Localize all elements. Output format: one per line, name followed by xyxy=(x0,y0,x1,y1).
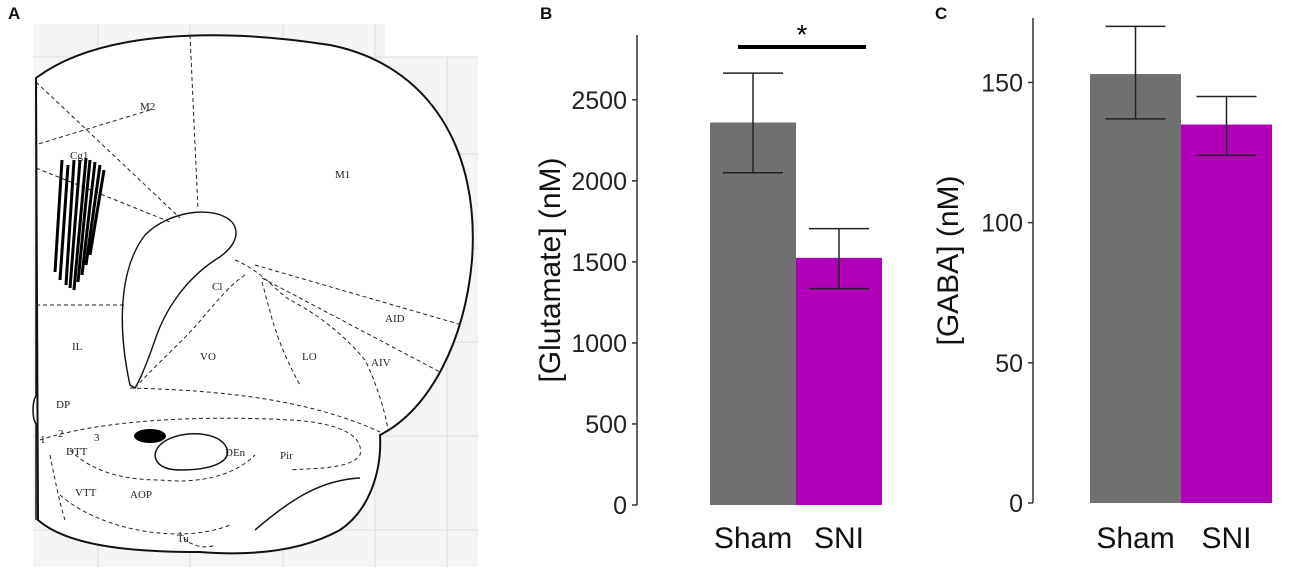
gaba-error-bar-sham xyxy=(1105,25,1166,120)
gaba-category-label-sni: SNI xyxy=(1201,522,1251,555)
probe-tracks xyxy=(53,157,106,291)
region-lo: LO xyxy=(302,351,317,363)
gaba-y-tick-label: 50 xyxy=(995,350,1023,378)
region-layer-1: 1 xyxy=(40,434,46,446)
midline xyxy=(32,78,37,520)
gaba-y-tick-label: 0 xyxy=(1009,490,1023,518)
glutamate-error-bar-sham xyxy=(723,72,783,174)
forceps-minor xyxy=(121,211,237,389)
glutamate-category-label-sni: SNI xyxy=(814,522,864,555)
region-den: DEn xyxy=(225,447,246,459)
region-tu: Tu xyxy=(177,533,189,545)
glutamate-significance-star: * xyxy=(797,19,808,50)
gaba-y-tick-label: 100 xyxy=(981,210,1023,238)
region-boundaries xyxy=(34,34,463,548)
gaba-y-axis-label: [GABA] (nM) xyxy=(932,175,965,345)
section-outline xyxy=(34,34,474,555)
region-dp: DP xyxy=(56,399,70,411)
region-m2: M2 xyxy=(140,101,155,113)
gaba-bar-sni xyxy=(1181,124,1272,503)
region-vtt: VTT xyxy=(75,487,97,499)
region-cg1: Cg1 xyxy=(70,150,88,162)
brain-atlas-diagram: M2 Cg1 M1 Cl AID IL VO LO AIV DP 1 2 3 D… xyxy=(32,24,478,567)
glutamate-y-tick-label: 0 xyxy=(613,492,627,520)
panel-label-b: B xyxy=(540,4,553,23)
region-cl: Cl xyxy=(212,281,222,293)
region-dtt: DTT xyxy=(66,446,88,458)
panel-label-a: A xyxy=(8,4,21,23)
region-aid: AID xyxy=(385,313,405,325)
glutamate-y-tick-label: 2500 xyxy=(571,87,627,115)
dorsal-endopiriform xyxy=(154,433,229,471)
gaba-error-bar-sni xyxy=(1196,95,1257,157)
panel-label-c: C xyxy=(935,4,948,23)
glutamate-y-tick-label: 1500 xyxy=(571,249,627,277)
glutamate-y-tick-label: 2000 xyxy=(571,168,627,196)
gaba-bar-sham xyxy=(1090,74,1181,503)
glutamate-y-tick-label: 500 xyxy=(585,411,627,439)
gaba-y-tick-label: 150 xyxy=(981,69,1023,97)
lateral-olfactory-tract xyxy=(254,477,361,531)
region-il: IL xyxy=(72,341,83,353)
gaba-category-label-sham: Sham xyxy=(1096,522,1174,555)
region-pir: Pir xyxy=(280,450,293,462)
region-aiv: AIV xyxy=(371,357,391,369)
region-layer-3: 3 xyxy=(94,432,100,444)
glutamate-y-tick-label: 1000 xyxy=(571,330,627,358)
glutamate-bar-sni xyxy=(796,257,882,505)
glutamate-error-bar-sni xyxy=(809,227,869,290)
region-layer-2: 2 xyxy=(58,428,64,440)
glutamate-category-label-sham: Sham xyxy=(714,522,792,555)
glutamate-bar-sham xyxy=(710,122,796,505)
region-m1: M1 xyxy=(335,169,350,181)
region-vo: VO xyxy=(200,351,216,363)
glutamate-y-axis-label: [Glutamate] (nM) xyxy=(534,157,567,382)
region-aop: AOP xyxy=(130,489,152,501)
lesion-marker xyxy=(134,429,166,443)
